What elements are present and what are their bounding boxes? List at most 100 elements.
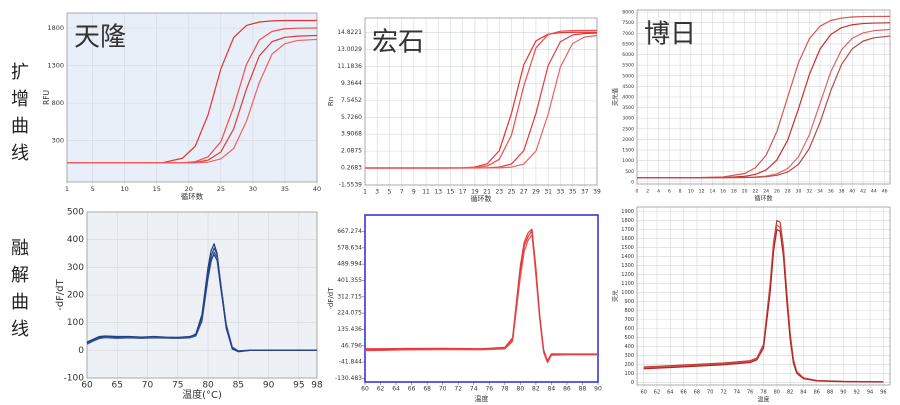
y-tick-label: 1500 (621, 245, 634, 251)
x-tick-label: 98 (311, 381, 323, 391)
x-tick-label: 29 (532, 189, 540, 196)
y-tick-label: 1000 (622, 158, 634, 164)
x-tick-label: 42 (860, 189, 866, 195)
y-tick-label: 7000 (622, 31, 634, 37)
x-tick-label: 62 (377, 386, 385, 393)
x-tick-label: 36 (828, 189, 834, 195)
x-tick-label: 46 (882, 189, 888, 195)
x-tick-label: 25 (508, 189, 516, 196)
x-axis-label: 循环数 (754, 195, 772, 203)
y-tick-label: 14.8221 (337, 29, 362, 36)
x-tick-label: 24 (763, 189, 769, 195)
y-tick-label: 200 (67, 291, 84, 301)
x-tick-label: 30 (249, 185, 257, 193)
x-tick-label: 80 (517, 386, 525, 393)
x-tick-label: 72 (454, 386, 462, 393)
y-tick-label: 4500 (622, 84, 634, 90)
x-tick-label: 78 (501, 386, 509, 393)
x-tick-label: 82 (787, 390, 793, 396)
x-tick-label: 26 (774, 189, 780, 195)
x-tick-label: 5 (91, 185, 95, 193)
y-tick-label: 100 (67, 318, 84, 328)
x-tick-label: 17 (459, 189, 467, 196)
x-tick-label: 64 (667, 390, 673, 396)
y-tick-label: 1300 (47, 62, 64, 70)
y-tick-label: 500 (625, 169, 634, 175)
x-tick-label: 76 (747, 390, 753, 396)
y-tick-label: 489.994 (337, 261, 362, 268)
curve (643, 228, 884, 383)
y-tick-label: 1900 (621, 209, 634, 215)
y-tick-label: 135.436 (337, 326, 362, 333)
x-tick-label: 13 (434, 189, 442, 196)
y-axis-label: RFU (42, 90, 51, 105)
y-axis-label: Rn (327, 97, 335, 106)
plot-frame (364, 214, 599, 383)
x-tick-label: 38 (839, 189, 845, 195)
x-tick-label: 31 (544, 189, 552, 196)
y-tick-label: 46.796 (341, 342, 362, 349)
y-tick-label: 8000 (622, 10, 634, 16)
x-tick-label: 10 (688, 189, 694, 195)
x-axis-label: 循环数 (181, 191, 204, 201)
x-tick-label: 27 (520, 189, 528, 196)
y-tick-label: 0.2683 (341, 165, 362, 172)
x-tick-label: 20 (742, 189, 748, 195)
x-tick-label: 90 (840, 390, 846, 396)
x-tick-label: 70 (707, 390, 713, 396)
y-tick-label: 800 (52, 99, 64, 107)
y-tick-label: 1000 (621, 290, 634, 296)
x-tick-label: 75 (172, 381, 183, 391)
x-tick-label: 35 (569, 189, 577, 196)
x-tick-label: 6 (668, 189, 671, 195)
x-tick-label: 66 (680, 390, 686, 396)
x-tick-label: 18 (731, 189, 737, 195)
y-tick-label: 900 (624, 299, 634, 305)
x-tick-label: 74 (470, 386, 478, 393)
y-tick-label: 1700 (621, 227, 634, 233)
y-tick-label: 4000 (622, 95, 634, 101)
x-tick-label: 65 (112, 381, 123, 391)
x-tick-label: 4 (657, 189, 660, 195)
x-tick-label: 60 (361, 386, 369, 393)
y-tick-label: 7500 (622, 20, 634, 26)
x-tick-label: 40 (849, 189, 855, 195)
x-tick-label: 86 (563, 386, 571, 393)
x-tick-label: 19 (471, 189, 479, 196)
y-tick-label: 401.355 (337, 277, 362, 284)
y-tick-label: 1500 (622, 148, 634, 154)
x-tick-label: 5 (388, 189, 392, 196)
x-tick-label: 15 (153, 185, 161, 193)
y-tick-label: 400 (624, 344, 634, 350)
y-tick-label: 700 (624, 317, 634, 323)
x-tick-label: 9 (412, 189, 416, 196)
x-tick-label: 78 (760, 390, 766, 396)
x-axis-label: 温度 (475, 394, 489, 403)
y-tick-label: 578.634 (337, 244, 362, 251)
y-tick-label: 5500 (622, 63, 634, 69)
x-tick-label: 86 (814, 390, 820, 396)
row-label: 融解曲线 (8, 238, 29, 346)
x-tick-label: 12 (699, 189, 705, 195)
x-tick-label: 28 (785, 189, 791, 195)
curve (365, 34, 598, 169)
x-tick-label: 76 (485, 386, 493, 393)
y-tick-label: 0 (631, 179, 634, 185)
x-tick-label: 85 (233, 381, 244, 391)
x-tick-label: 30 (796, 189, 802, 195)
x-tick-label: 7 (400, 189, 404, 196)
x-tick-label: 90 (594, 386, 602, 393)
x-tick-label: 16 (720, 189, 726, 195)
x-tick-label: 95 (293, 381, 304, 391)
y-tick-label: 300 (67, 263, 84, 273)
y-tick-label: 1800 (47, 24, 64, 32)
x-tick-label: 74 (734, 390, 740, 396)
x-tick-label: 70 (142, 381, 154, 391)
y-tick-label: -100 (64, 374, 85, 384)
x-tick-label: 15 (447, 189, 455, 196)
x-tick-label: 32 (806, 189, 812, 195)
x-tick-label: 34 (817, 189, 823, 195)
y-tick-label: 100 (624, 371, 634, 377)
x-tick-label: 92 (854, 390, 860, 396)
plot-frame (636, 9, 891, 185)
